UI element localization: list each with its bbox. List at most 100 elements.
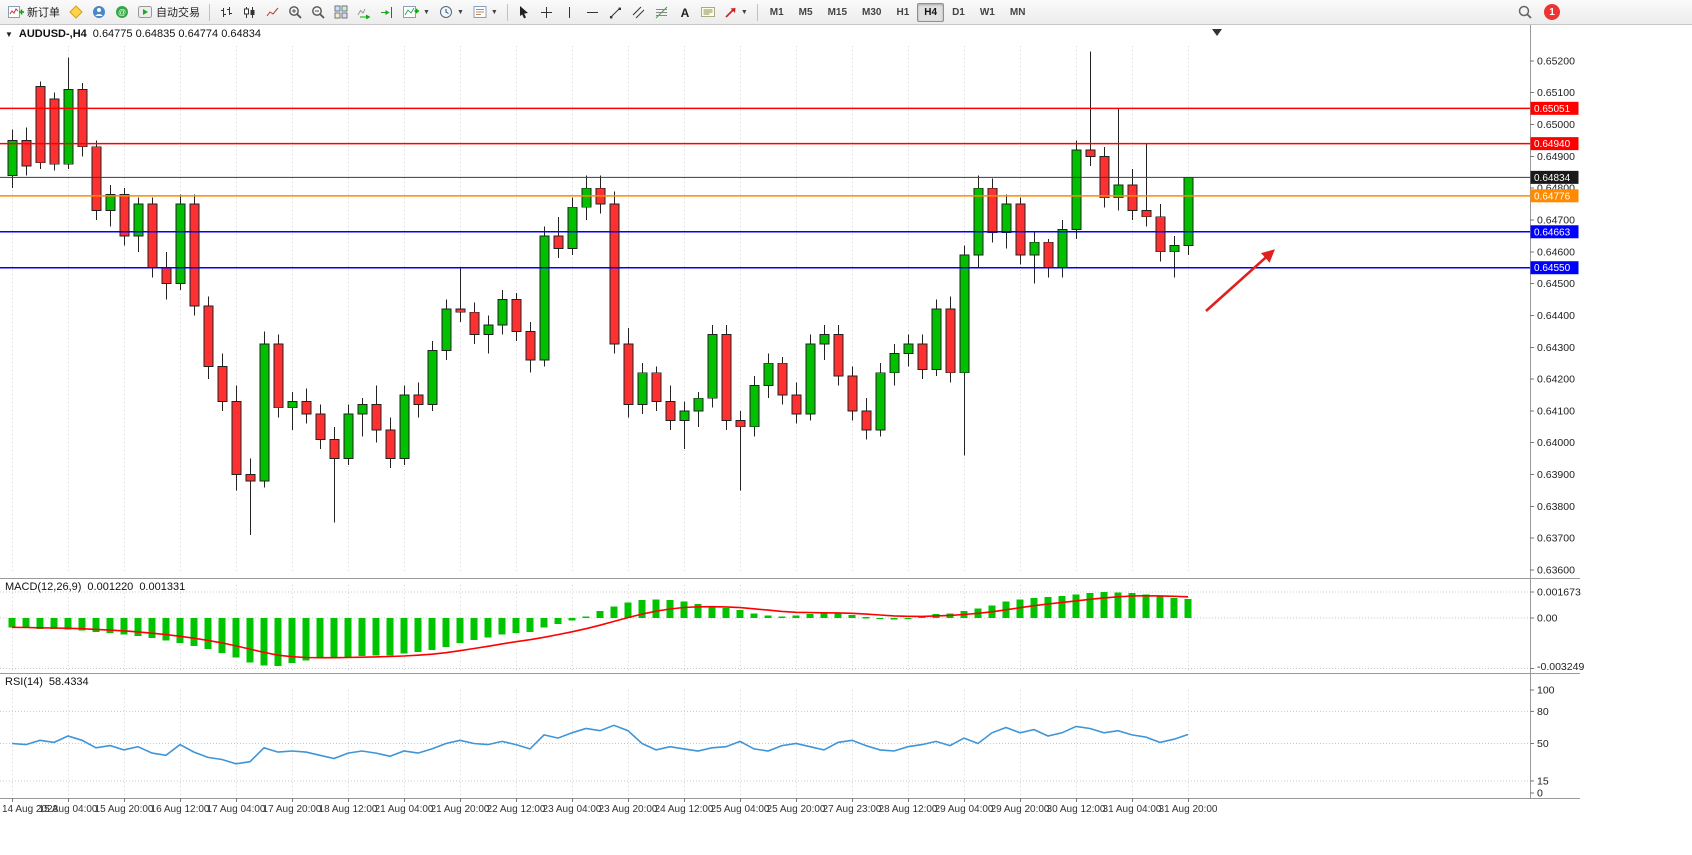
candle <box>469 302 480 345</box>
candle <box>749 375 760 437</box>
svg-text:0.64900: 0.64900 <box>1537 151 1575 163</box>
fibonacci-button[interactable] <box>651 2 673 23</box>
panel-separators <box>0 25 1580 799</box>
time-label: 17 Aug 04:00 <box>206 804 266 815</box>
svg-text:0.64663: 0.64663 <box>1534 227 1571 238</box>
metaeditor-button[interactable] <box>65 2 87 23</box>
candle <box>245 458 256 535</box>
time-label: 16 Aug 12:00 <box>150 804 210 815</box>
timeframe-group: M1 M5 M15 M30 H1 H4 D1 W1 MN <box>763 2 1033 22</box>
candle <box>175 194 186 290</box>
chart-canvas[interactable]: 0.652000.651000.650000.649000.648000.647… <box>0 25 1692 820</box>
macd-label: MACD(12,26,9) <box>5 581 82 593</box>
time-axis[interactable]: 14 Aug 2023 15 Aug 04:00 15 Aug 20:00 16 Au… <box>0 801 1580 821</box>
chart-shift-marker[interactable] <box>1212 29 1222 36</box>
candle <box>595 175 606 214</box>
timeframe-button-D1[interactable]: D1 <box>952 6 965 18</box>
channel-button[interactable] <box>628 2 650 23</box>
zoom-out-icon <box>311 5 325 19</box>
text-icon: A <box>679 6 691 19</box>
chart-shift-button[interactable] <box>376 2 398 23</box>
time-label: 21 Aug 04:00 <box>374 804 434 815</box>
timeframe-button-H4[interactable]: H4 <box>917 2 945 22</box>
candle <box>161 251 172 300</box>
candle <box>833 324 844 386</box>
timeframe-button-M15[interactable]: M15 <box>827 6 848 18</box>
candle <box>511 293 522 341</box>
time-label: 23 Aug 20:00 <box>598 804 658 815</box>
timeframe-button-W1[interactable]: W1 <box>979 6 995 18</box>
horizontal-line-button[interactable] <box>582 2 604 23</box>
timeframe-button-H1[interactable]: H1 <box>896 6 910 18</box>
candle <box>707 324 718 408</box>
timeframe-button-M30[interactable]: M30 <box>862 6 882 18</box>
community-button[interactable]: @ <box>111 2 133 23</box>
vertical-line-icon <box>565 6 574 19</box>
candle <box>259 331 270 488</box>
trendline-button[interactable] <box>605 2 627 23</box>
autotrading-button[interactable]: 自动交易 <box>134 2 204 23</box>
zoom-in-button[interactable] <box>284 2 306 23</box>
vertical-line-button[interactable] <box>559 2 581 23</box>
candle <box>777 356 788 405</box>
candle <box>147 197 158 278</box>
candle <box>525 321 536 373</box>
candle <box>231 385 242 491</box>
candle <box>875 363 886 437</box>
candle <box>973 175 984 268</box>
candle <box>497 289 508 335</box>
svg-text:0.00: 0.00 <box>1537 613 1558 625</box>
auto-scroll-button[interactable] <box>353 2 375 23</box>
candle <box>105 184 116 227</box>
crosshair-button[interactable] <box>536 2 558 23</box>
notification-badge[interactable]: 1 <box>1544 4 1560 20</box>
candle <box>1029 232 1040 284</box>
rsi-line <box>11 724 1189 765</box>
candle <box>427 340 438 411</box>
bar-chart-button[interactable] <box>215 2 237 23</box>
candle <box>133 197 144 252</box>
text-button[interactable]: A <box>674 2 696 23</box>
price-tag-0.64940: 0.64940 <box>1530 137 1579 151</box>
candlestick-chart-button[interactable] <box>238 2 260 23</box>
periods-button[interactable]: ▼ <box>435 2 468 23</box>
time-label: 21 Aug 20:00 <box>430 804 490 815</box>
market-icon <box>92 5 106 19</box>
timeframe-button-M5[interactable]: M5 <box>798 6 813 18</box>
indicators-button[interactable]: ▼ <box>399 2 434 23</box>
metaeditor-icon <box>69 5 83 19</box>
time-label: 17 Aug 20:00 <box>262 804 322 815</box>
text-label-button[interactable] <box>697 2 719 23</box>
candle <box>399 385 410 465</box>
trend-arrow-annotation[interactable] <box>1205 249 1275 312</box>
time-label: 22 Aug 12:00 <box>486 804 546 815</box>
collapse-triangle-icon[interactable]: ▼ <box>5 29 13 39</box>
market-button[interactable] <box>88 2 110 23</box>
macd-main-value: 0.001220 <box>87 581 134 593</box>
arrows-button[interactable]: ▼ <box>720 2 752 23</box>
line-chart-button[interactable] <box>261 2 283 23</box>
timeframe-button-MN[interactable]: MN <box>1009 6 1026 18</box>
candle <box>679 401 690 450</box>
zoom-out-button[interactable] <box>307 2 329 23</box>
periods-icon <box>439 5 453 19</box>
svg-text:0.64940: 0.64940 <box>1534 139 1571 150</box>
templates-button[interactable]: ▼ <box>469 2 502 23</box>
templates-icon <box>473 5 487 19</box>
search-button[interactable] <box>1513 2 1537 23</box>
svg-text:@: @ <box>118 8 126 17</box>
svg-text:15: 15 <box>1537 775 1549 787</box>
svg-text:0.64200: 0.64200 <box>1537 374 1575 386</box>
tile-windows-button[interactable] <box>330 2 352 23</box>
price-tag-0.65051: 0.65051 <box>1530 101 1579 115</box>
timeframe-button-M1[interactable]: M1 <box>769 6 784 18</box>
candle <box>203 296 214 380</box>
rsi-header: RSI(14) 58.4334 <box>5 676 89 688</box>
candle <box>987 178 998 243</box>
candle <box>1169 235 1180 278</box>
price-axis[interactable]: 0.652000.651000.650000.649000.648000.647… <box>1530 25 1590 800</box>
line-chart-icon <box>266 6 279 19</box>
text-label-icon <box>700 6 715 18</box>
new-order-button[interactable]: 新订单 <box>4 2 64 23</box>
cursor-button[interactable] <box>513 2 535 23</box>
